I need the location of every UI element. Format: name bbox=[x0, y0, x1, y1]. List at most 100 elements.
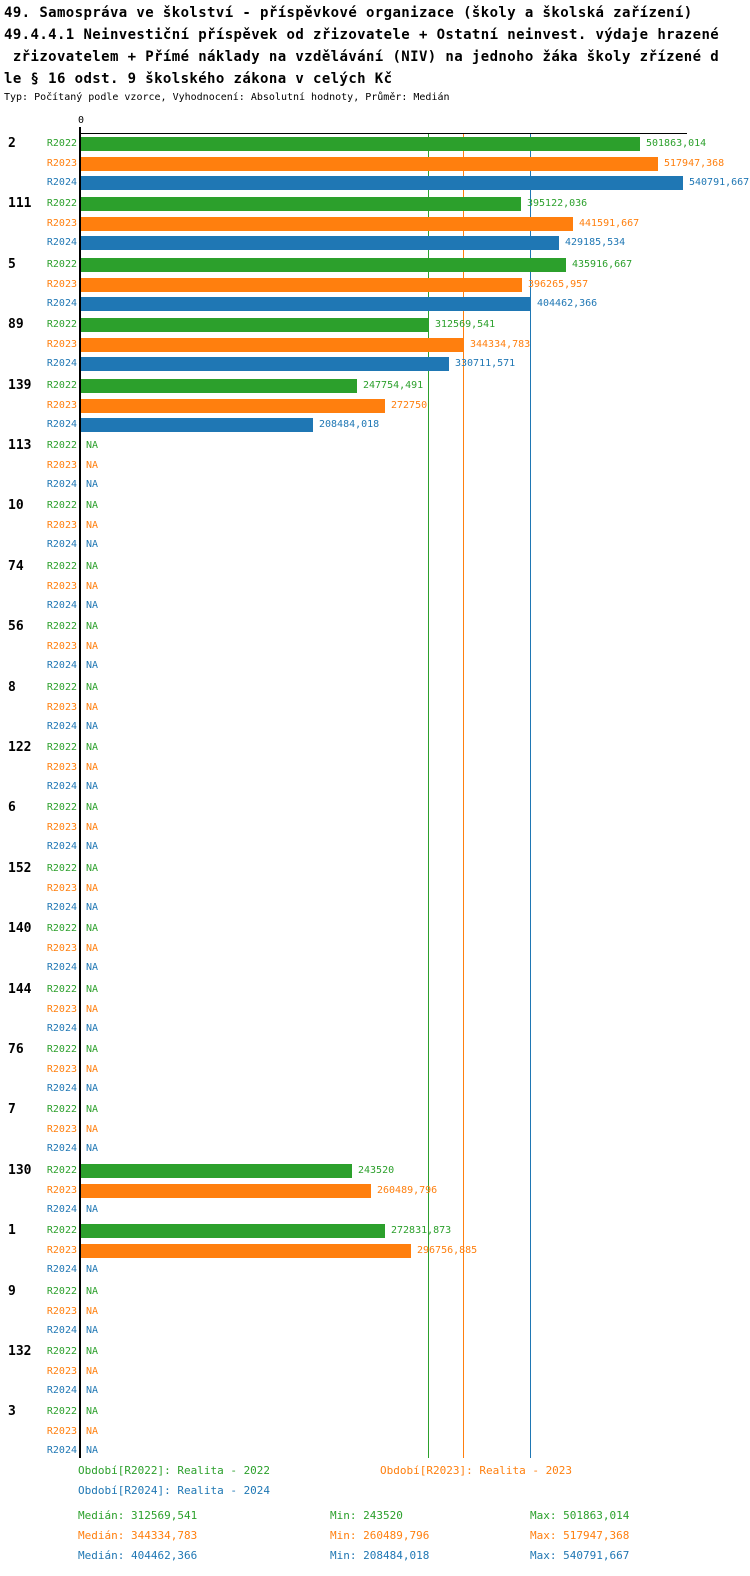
na-label: NA bbox=[86, 621, 99, 632]
na-label: NA bbox=[86, 500, 99, 511]
series-row-label: R2024 bbox=[46, 479, 77, 490]
series-row-label: R2023 bbox=[46, 822, 77, 833]
na-label: NA bbox=[86, 841, 99, 852]
group-label: 89 bbox=[8, 317, 24, 332]
y-axis-line bbox=[79, 127, 81, 1458]
bar-r2024 bbox=[81, 418, 313, 432]
na-label: NA bbox=[86, 1286, 99, 1297]
legend-median-r2024: Medián: 404462,366 bbox=[78, 1549, 198, 1562]
group-label: 111 bbox=[8, 196, 32, 211]
legend-median-r2023: Medián: 344334,783 bbox=[78, 1529, 198, 1542]
series-row-label: R2022 bbox=[46, 1044, 77, 1055]
bar-r2022 bbox=[81, 258, 566, 272]
na-label: NA bbox=[86, 1264, 99, 1275]
bar-r2023 bbox=[81, 399, 385, 413]
bar-value-label: 441591,667 bbox=[579, 218, 640, 229]
bar-r2022 bbox=[81, 379, 357, 393]
series-row-label: R2024 bbox=[46, 902, 77, 913]
bar-value-label: 395122,036 bbox=[527, 198, 588, 209]
series-row-label: R2023 bbox=[46, 460, 77, 471]
bar-value-label: 429185,534 bbox=[565, 237, 626, 248]
na-label: NA bbox=[86, 822, 99, 833]
series-row-label: R2022 bbox=[46, 259, 77, 270]
group-label: 122 bbox=[8, 740, 32, 755]
median-line-r2023 bbox=[463, 134, 464, 1458]
na-label: NA bbox=[86, 702, 99, 713]
group-label: 9 bbox=[8, 1284, 16, 1299]
page-subtitle: Typ: Počítaný podle vzorce, Vyhodnocení:… bbox=[4, 92, 450, 103]
na-label: NA bbox=[86, 1406, 99, 1417]
series-row-label: R2024 bbox=[46, 962, 77, 973]
legend-period-r2023: Období[R2023]: Realita - 2023 bbox=[380, 1464, 573, 1477]
bar-r2023 bbox=[81, 217, 573, 231]
bar-value-label: 540791,667 bbox=[689, 177, 750, 188]
bar-value-label: 272750 bbox=[391, 400, 428, 411]
series-row-label: R2022 bbox=[46, 561, 77, 572]
legend-max-r2022: Max: 501863,014 bbox=[530, 1509, 630, 1522]
series-row-label: R2023 bbox=[46, 1185, 77, 1196]
legend-period-r2022: Období[R2022]: Realita - 2022 bbox=[78, 1464, 271, 1477]
series-row-label: R2024 bbox=[46, 660, 77, 671]
legend-min-r2023: Min: 260489,796 bbox=[330, 1529, 430, 1542]
series-row-label: R2023 bbox=[46, 1426, 77, 1437]
series-row-label: R2024 bbox=[46, 841, 77, 852]
na-label: NA bbox=[86, 1385, 99, 1396]
group-label: 10 bbox=[8, 498, 24, 513]
bar-value-label: 243520 bbox=[358, 1165, 395, 1176]
na-label: NA bbox=[86, 863, 99, 874]
series-row-label: R2023 bbox=[46, 218, 77, 229]
na-label: NA bbox=[86, 802, 99, 813]
group-label: 152 bbox=[8, 861, 32, 876]
legend-max-r2023: Max: 517947,368 bbox=[530, 1529, 630, 1542]
series-row-label: R2023 bbox=[46, 1064, 77, 1075]
bar-r2022 bbox=[81, 1224, 385, 1238]
na-label: NA bbox=[86, 641, 99, 652]
series-row-label: R2022 bbox=[46, 1104, 77, 1115]
bar-value-label: 296756,885 bbox=[417, 1245, 478, 1256]
na-label: NA bbox=[86, 781, 99, 792]
series-row-label: R2022 bbox=[46, 319, 77, 330]
bar-r2023 bbox=[81, 278, 522, 292]
series-row-label: R2022 bbox=[46, 682, 77, 693]
series-row-label: R2022 bbox=[46, 742, 77, 753]
series-row-label: R2023 bbox=[46, 883, 77, 894]
bar-value-label: 435916,667 bbox=[572, 259, 633, 270]
bar-value-label: 517947,368 bbox=[664, 158, 725, 169]
legend-max-r2024: Max: 540791,667 bbox=[530, 1549, 630, 1562]
na-label: NA bbox=[86, 520, 99, 531]
group-label: 132 bbox=[8, 1344, 32, 1359]
bar-r2024 bbox=[81, 297, 531, 311]
series-row-label: R2024 bbox=[46, 1445, 77, 1456]
group-label: 3 bbox=[8, 1404, 16, 1419]
series-row-label: R2022 bbox=[46, 1286, 77, 1297]
page-title-line-2: 49.4.4.1 Neinvestiční příspěvek od zřizo… bbox=[4, 27, 720, 43]
na-label: NA bbox=[86, 883, 99, 894]
series-row-label: R2022 bbox=[46, 1406, 77, 1417]
bar-r2024 bbox=[81, 236, 559, 250]
series-row-label: R2023 bbox=[46, 520, 77, 531]
na-label: NA bbox=[86, 1366, 99, 1377]
na-label: NA bbox=[86, 682, 99, 693]
bar-r2022 bbox=[81, 1164, 352, 1178]
series-row-label: R2024 bbox=[46, 1204, 77, 1215]
series-row-label: R2022 bbox=[46, 198, 77, 209]
group-label: 113 bbox=[8, 438, 32, 453]
na-label: NA bbox=[86, 479, 99, 490]
page-title-line-3: zřizovatelem + Přímé náklady na vzdělává… bbox=[4, 49, 720, 65]
na-label: NA bbox=[86, 1124, 99, 1135]
series-row-label: R2023 bbox=[46, 1366, 77, 1377]
series-row-label: R2023 bbox=[46, 1245, 77, 1256]
group-label: 76 bbox=[8, 1042, 24, 1057]
na-label: NA bbox=[86, 1426, 99, 1437]
median-line-r2024 bbox=[530, 134, 531, 1458]
na-label: NA bbox=[86, 902, 99, 913]
series-row-label: R2024 bbox=[46, 600, 77, 611]
series-row-label: R2024 bbox=[46, 1083, 77, 1094]
series-row-label: R2023 bbox=[46, 339, 77, 350]
legend-min-r2024: Min: 208484,018 bbox=[330, 1549, 430, 1562]
series-row-label: R2022 bbox=[46, 440, 77, 451]
series-row-label: R2022 bbox=[46, 1165, 77, 1176]
series-row-label: R2023 bbox=[46, 279, 77, 290]
na-label: NA bbox=[86, 1044, 99, 1055]
na-label: NA bbox=[86, 600, 99, 611]
